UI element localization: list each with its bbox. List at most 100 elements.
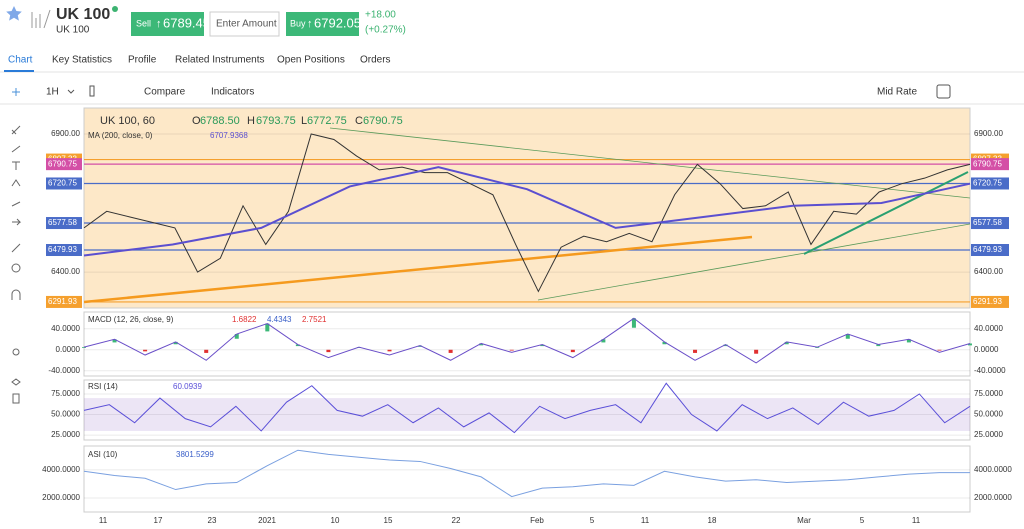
trendline	[83, 235, 753, 304]
candle-icon[interactable]	[89, 85, 95, 97]
caret	[67, 89, 75, 94]
ma-value: 6707.9368	[210, 131, 248, 140]
macd-hist	[112, 339, 117, 343]
y-tick-label: 75.0000	[51, 389, 80, 398]
y-tick-label-right: 6400.00	[974, 267, 1003, 276]
y-tick-label: -40.0000	[48, 366, 80, 375]
level-tag-right	[971, 177, 1009, 190]
macd-hist	[906, 339, 911, 343]
tab[interactable]: Profile	[128, 55, 157, 66]
chart-icon	[31, 9, 51, 29]
y-tick-label-right: 75.0000	[974, 389, 1003, 398]
indicators[interactable]: Indicators	[211, 87, 254, 98]
macd-hist	[754, 349, 759, 354]
y-tick-label: 6400.00	[51, 267, 80, 276]
macd-hist	[693, 349, 698, 353]
tab[interactable]: Open Positions	[277, 55, 345, 66]
amount-placeholder: Enter Amount	[216, 19, 277, 30]
y-tick-label-right: 0.0000	[974, 345, 999, 354]
y-tick-label-right: 25.0000	[974, 430, 1003, 439]
macd-hist	[143, 349, 148, 352]
rsi-label: RSI (14)	[88, 382, 118, 391]
tab[interactable]: Key Statistics	[52, 55, 112, 66]
sell-button[interactable]	[131, 12, 204, 36]
legend-text: 6790.75	[363, 115, 403, 127]
trendline	[537, 223, 971, 301]
macd-hist	[937, 349, 942, 351]
x-tick-label: 2021	[258, 516, 276, 525]
drawing-tools	[11, 88, 22, 404]
symbol-sub: UK 100	[56, 25, 90, 36]
y-tick-label-right: 2000.0000	[974, 493, 1012, 502]
rsi-band	[84, 398, 970, 431]
pane-bg	[83, 311, 971, 377]
y-tick-label: 0.0000	[56, 345, 81, 354]
y-tick-label: 50.0000	[51, 410, 80, 419]
level-tag-right	[971, 217, 1009, 230]
compare[interactable]: Compare	[144, 87, 186, 98]
level-label: 6720.75	[48, 179, 77, 188]
x-tick-label: 5	[860, 516, 865, 525]
level-tag	[46, 295, 82, 308]
level-label-right: 6291.93	[973, 297, 1002, 306]
change-pct: (+0.27%)	[365, 25, 406, 36]
x-tick-label: 5	[590, 516, 595, 525]
legend-text: 6793.75	[256, 115, 296, 127]
macd-hist	[601, 339, 606, 343]
macd-hist	[784, 341, 789, 345]
legend-text: O	[192, 115, 201, 127]
asi-reading: 3801.5299	[176, 450, 214, 459]
macd-reading: 4.4343	[267, 315, 292, 324]
y-tick-label-right: 40.0000	[974, 324, 1003, 333]
watch-star[interactable]	[6, 6, 22, 21]
toggle-box[interactable]	[936, 84, 951, 99]
y-tick-label-right: 6900.00	[974, 129, 1003, 138]
trendline	[803, 171, 969, 255]
x-tick-label: 11	[641, 516, 650, 525]
buy-label: Buy	[290, 18, 306, 28]
pane-bg	[83, 445, 971, 513]
macd-reading: 1.6822	[232, 315, 257, 324]
tab[interactable]: Orders	[360, 55, 391, 66]
pane-bg	[83, 107, 971, 309]
level-label-right: 6577.58	[973, 218, 1002, 227]
tab[interactable]: Chart	[8, 55, 33, 66]
x-tick-label: 18	[708, 516, 717, 525]
x-tick-label: 11	[99, 516, 108, 525]
amount-input[interactable]	[209, 11, 280, 37]
macd-hist	[295, 344, 300, 347]
buy-button[interactable]	[286, 12, 359, 36]
level-label: 6479.93	[48, 245, 77, 254]
macd-hist	[662, 341, 667, 345]
level-tag-right	[971, 158, 1009, 171]
x-tick-label: 10	[331, 516, 340, 525]
level-tag	[46, 177, 82, 190]
legend-text: H	[247, 115, 255, 127]
price-type[interactable]: Mid Rate	[877, 87, 917, 98]
level-tag	[46, 217, 82, 230]
macd-label: MACD (12, 26, close, 9)	[88, 315, 174, 324]
level-label: 6577.58	[48, 218, 77, 227]
ma-line	[83, 166, 971, 257]
tab[interactable]: Related Instruments	[175, 55, 265, 66]
level-tag	[46, 244, 82, 257]
macd-hist	[234, 334, 239, 339]
level-label-right: 6790.75	[973, 159, 1002, 168]
y-tick-label-right: 4000.0000	[974, 465, 1012, 474]
level-label-right: 6479.93	[973, 245, 1002, 254]
interval[interactable]: 1H	[46, 87, 59, 98]
level-tag-right	[971, 244, 1009, 257]
x-tick-label: 11	[912, 516, 921, 525]
level-label: 6790.75	[48, 159, 77, 168]
macd-line	[83, 317, 971, 364]
y-tick-label-right: 50.0000	[974, 410, 1003, 419]
macd-hist	[845, 334, 850, 339]
level-label-right: 6720.75	[973, 179, 1002, 188]
macd-hist	[479, 343, 484, 346]
rsi-line	[83, 382, 971, 434]
macd-hist	[540, 344, 545, 347]
macd-hist	[570, 349, 575, 353]
y-tick-label: 40.0000	[51, 324, 80, 333]
x-tick-label: 22	[452, 516, 461, 525]
